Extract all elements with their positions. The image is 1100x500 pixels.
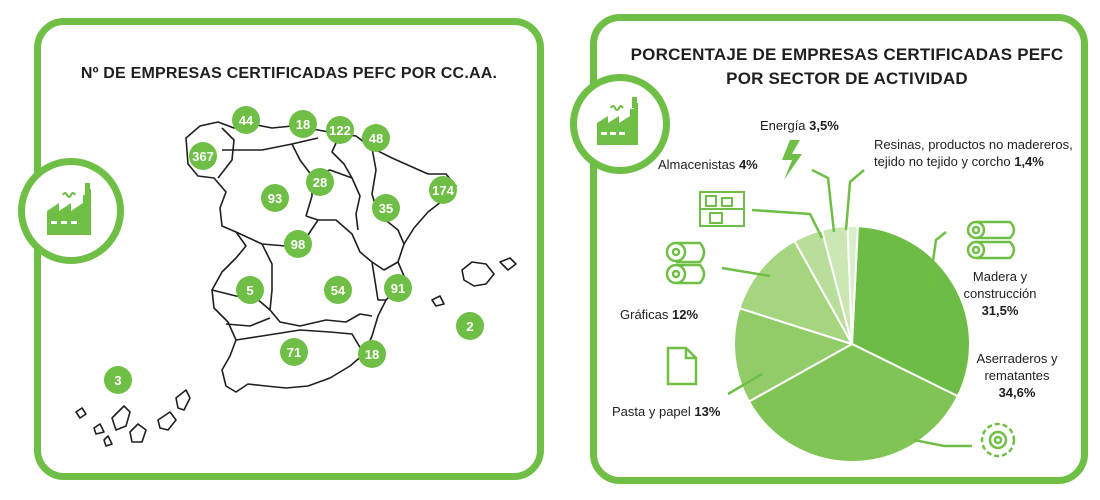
map-marker-1 (232, 106, 260, 134)
map-marker-15 (358, 340, 386, 368)
map-marker-label-6: 93 (268, 191, 282, 206)
leader-aserraderos (913, 438, 972, 448)
factory-badge-left (18, 158, 124, 264)
map-marker-label-3: 122 (329, 123, 351, 138)
map-marker-label-13: 2 (466, 319, 473, 334)
map-marker-10 (236, 276, 264, 304)
pie-slice-2 (733, 307, 855, 403)
leader-almacenistas (751, 208, 824, 239)
map-marker-3 (326, 116, 354, 144)
logs-icon (966, 220, 1016, 260)
map-marker-label-16: 3 (114, 373, 121, 388)
document-icon (666, 346, 698, 386)
map-marker-0 (189, 142, 217, 170)
label-almacenistas: Almacenistas 4% (658, 157, 758, 172)
leader-energia (811, 168, 836, 233)
label-madera: Madera y construcción 31,5% (963, 269, 1037, 318)
map-marker-label-1: 44 (239, 113, 254, 128)
pie-title-line2: POR SECTOR DE ACTIVIDAD (726, 69, 968, 88)
map-marker-label-7: 174 (432, 183, 454, 198)
map-marker-label-8: 35 (379, 201, 393, 216)
map-marker-label-15: 18 (365, 347, 379, 362)
map-marker-13 (456, 312, 484, 340)
map-marker-2 (289, 110, 317, 138)
map-marker-label-5: 28 (313, 175, 327, 190)
leader-lines (721, 168, 972, 448)
leader-pasta (727, 372, 763, 396)
label-resinas: Resinas, productos no madereros, tejido … (874, 137, 1073, 169)
label-graficas: Gráficas 12% (620, 307, 699, 322)
map-marker-label-9: 98 (291, 237, 305, 252)
label-pasta: Pasta y papel 13% (612, 404, 721, 419)
factory-icon (47, 183, 91, 235)
map-marker-label-2: 18 (296, 117, 310, 132)
map-title: Nº DE EMPRESAS CERTIFICADAS PEFC POR CC.… (80, 65, 498, 82)
factory-icon (597, 97, 638, 145)
map-marker-label-12: 91 (391, 281, 405, 296)
pie-slices (733, 225, 971, 463)
map-marker-8 (372, 194, 400, 222)
map-marker-14 (280, 338, 308, 366)
map-marker-label-0: 367 (192, 149, 214, 164)
map-marker-4 (362, 124, 390, 152)
pie-slice-0 (850, 225, 971, 398)
map-marker-label-4: 48 (369, 131, 383, 146)
pie-slice-3 (738, 239, 855, 346)
map-marker-11 (324, 276, 352, 304)
label-energia: Energía 3,5% (760, 118, 839, 133)
map-marker-5 (306, 168, 334, 196)
leader-madera (928, 231, 947, 283)
map-value-markers: 367 44 18 122 48 28 93 174 35 98 5 54 91 2 71 18 3 (104, 106, 484, 394)
factory-badge-right (570, 74, 670, 174)
map-marker-label-10: 5 (246, 283, 253, 298)
leader-graficas (721, 266, 771, 278)
map-marker-6 (261, 184, 289, 212)
saw-blade-icon (980, 422, 1016, 458)
map-marker-label-14: 71 (287, 345, 301, 360)
map-panel: Nº DE EMPRESAS CERTIFICADAS PEFC POR CC.… (34, 18, 544, 480)
paper-rolls-icon (665, 241, 706, 285)
shelves-icon (699, 191, 745, 227)
lightning-icon (782, 140, 802, 180)
map-marker-label-11: 54 (331, 283, 346, 298)
label-aserraderos: Aserraderos y rematantes 34,6% (976, 351, 1058, 400)
pie-title-line1: PORCENTAJE DE EMPRESAS CERTIFICADAS PEFC (630, 45, 1064, 64)
leader-resinas (844, 169, 865, 231)
map-marker-7 (429, 176, 457, 204)
map-marker-12 (384, 274, 412, 302)
map-marker-16 (104, 366, 132, 394)
map-marker-9 (284, 230, 312, 258)
pie-title: PORCENTAJE DE EMPRESAS CERTIFICADAS PEFC… (617, 43, 1077, 91)
